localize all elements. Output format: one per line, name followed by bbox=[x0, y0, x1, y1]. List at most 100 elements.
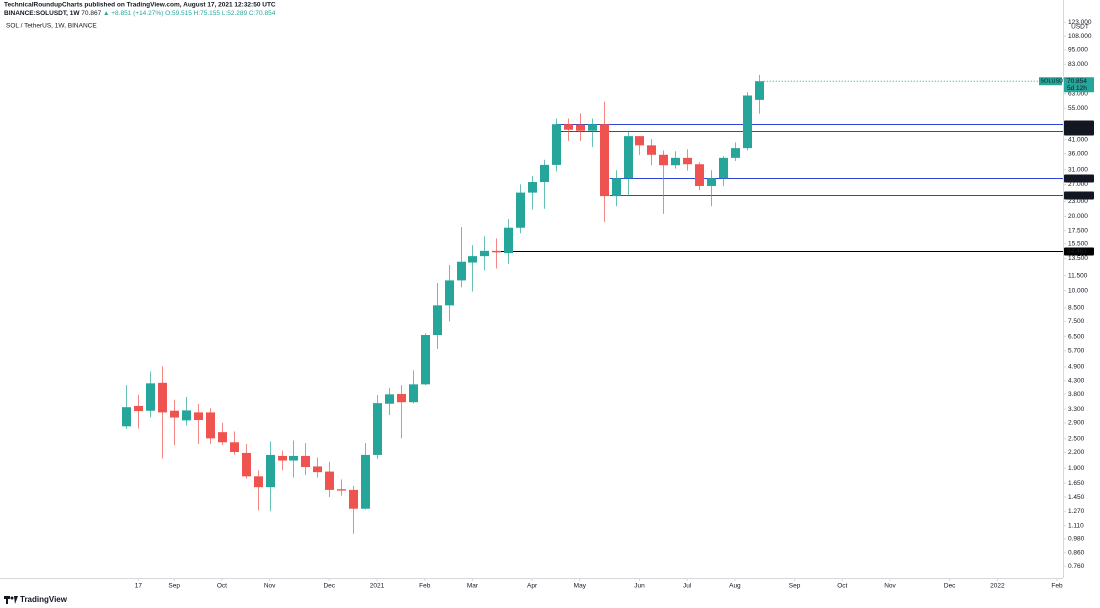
y-tick-label: 13.500 bbox=[1068, 255, 1088, 262]
currency: USDT bbox=[1071, 24, 1089, 31]
candle-body bbox=[695, 164, 704, 186]
candle-body bbox=[576, 124, 585, 131]
y-tick-label: 8.500 bbox=[1068, 305, 1085, 312]
candle-body bbox=[600, 124, 609, 197]
x-tick-label: Mar bbox=[467, 583, 479, 590]
x-tick-label: May bbox=[574, 583, 587, 590]
y-tick-label: 0.860 bbox=[1068, 550, 1085, 557]
x-tick-label: Nov bbox=[264, 583, 276, 590]
level-label: 28.588 bbox=[1067, 175, 1087, 182]
candle-body bbox=[457, 261, 466, 281]
candle-body bbox=[755, 81, 764, 100]
y-tick-label: 63.000 bbox=[1068, 91, 1088, 98]
last: 70.867 bbox=[81, 10, 101, 17]
x-tick-label: Sep bbox=[789, 583, 801, 590]
y-tick-label: 15.500 bbox=[1068, 240, 1088, 247]
level-label: 47.405 bbox=[1067, 121, 1087, 128]
candle-body bbox=[349, 489, 358, 509]
change: ▲ +8.851 (+14.27%) bbox=[103, 10, 163, 17]
y-tick-label: 7.500 bbox=[1068, 318, 1085, 325]
candle-body bbox=[731, 148, 740, 158]
candle-body bbox=[182, 410, 191, 421]
y-tick-label: 1.900 bbox=[1068, 465, 1085, 472]
y-tick-label: 6.500 bbox=[1068, 333, 1085, 340]
y-tick-label: 17.500 bbox=[1068, 227, 1088, 234]
y-tick-label: 4.900 bbox=[1068, 364, 1085, 371]
candle-body bbox=[647, 145, 656, 155]
candle-body bbox=[671, 157, 680, 166]
candle-body bbox=[122, 407, 131, 427]
y-tick-label: 55.000 bbox=[1068, 105, 1088, 112]
level-label-box bbox=[1064, 191, 1094, 200]
candle-body bbox=[397, 394, 406, 403]
y-tick-label: 0.760 bbox=[1068, 563, 1085, 570]
level-label-box bbox=[1064, 120, 1094, 129]
candle-body bbox=[683, 157, 692, 165]
publisher: TechnicalRoundupCharts published on Trad… bbox=[4, 2, 276, 9]
y-tick-label: 1.110 bbox=[1068, 522, 1084, 529]
x-tick-label: Dec bbox=[323, 583, 335, 590]
candle-body bbox=[158, 382, 167, 413]
countdown: 5d 12h bbox=[1067, 85, 1087, 92]
candle-body bbox=[743, 95, 752, 149]
y-tick-label: 11.500 bbox=[1068, 272, 1088, 279]
candle-body bbox=[480, 250, 489, 257]
x-tick-label: Feb bbox=[419, 583, 431, 590]
y-tick-label: 31.000 bbox=[1068, 166, 1088, 173]
x-tick-label: Apr bbox=[527, 583, 538, 590]
x-tick-label: Dec bbox=[944, 583, 956, 590]
candle-body bbox=[385, 394, 394, 404]
x-tick-label: Jun bbox=[634, 583, 645, 590]
y-tick-label: 2.500 bbox=[1068, 436, 1085, 443]
symbol-line: BINANCE:SOLUSDT, 1W 70.867 ▲ +8.851 (+14… bbox=[4, 10, 276, 17]
candle-body bbox=[242, 452, 251, 477]
candle-body bbox=[206, 412, 215, 439]
y-tick-label: 41.000 bbox=[1068, 136, 1088, 143]
candle-body bbox=[707, 178, 716, 186]
candle-body bbox=[468, 256, 477, 263]
x-tick-label: Jul bbox=[683, 583, 692, 590]
brand: TradingView bbox=[20, 595, 68, 604]
y-tick-label: 3.300 bbox=[1068, 406, 1085, 413]
candle-body bbox=[361, 454, 370, 509]
candle-body bbox=[337, 489, 346, 491]
candle-body bbox=[313, 466, 322, 473]
y-tick-label: 5.700 bbox=[1068, 347, 1085, 354]
level-label-box bbox=[1064, 127, 1094, 136]
x-tick-label: 2022 bbox=[990, 583, 1005, 590]
symbol: BINANCE:SOLUSDT, 1W bbox=[4, 10, 80, 17]
y-tick-label: 3.800 bbox=[1068, 391, 1085, 398]
candle-body bbox=[373, 403, 382, 455]
last-price: 70.854 bbox=[1067, 78, 1087, 85]
candle-body bbox=[254, 476, 263, 488]
y-tick-label: 4.300 bbox=[1068, 378, 1085, 385]
candle-body bbox=[719, 157, 728, 179]
x-tick-label: Nov bbox=[884, 583, 896, 590]
candle-body bbox=[624, 136, 633, 179]
candle-body bbox=[409, 384, 418, 403]
candle-body bbox=[540, 164, 549, 183]
candle-body bbox=[301, 455, 310, 468]
y-tick-label: 10.000 bbox=[1068, 287, 1088, 294]
candle-body bbox=[516, 192, 525, 228]
y-tick-label: 2.200 bbox=[1068, 449, 1085, 456]
y-tick-label: 83.000 bbox=[1068, 61, 1088, 68]
x-tick-label: Feb bbox=[1051, 583, 1063, 590]
candle-body bbox=[194, 412, 203, 421]
x-tick-label: 2021 bbox=[370, 583, 385, 590]
x-tick-label: Sep bbox=[168, 583, 180, 590]
y-tick-label: 36.000 bbox=[1068, 150, 1088, 157]
candle-body bbox=[492, 250, 501, 253]
y-tick-label: 20.000 bbox=[1068, 213, 1088, 220]
candle-body bbox=[266, 454, 275, 488]
y-tick-label: 2.900 bbox=[1068, 420, 1085, 427]
candle-body bbox=[528, 182, 537, 193]
candle-body bbox=[659, 154, 668, 166]
candle-body bbox=[289, 455, 298, 461]
x-tick-label: Oct bbox=[217, 583, 227, 590]
x-tick-label: Oct bbox=[837, 583, 847, 590]
y-tick-label: 0.980 bbox=[1068, 536, 1085, 543]
candle-body bbox=[445, 280, 454, 306]
last-name: SOLUSDT bbox=[1041, 79, 1068, 85]
x-tick-label: 17 bbox=[135, 583, 143, 590]
